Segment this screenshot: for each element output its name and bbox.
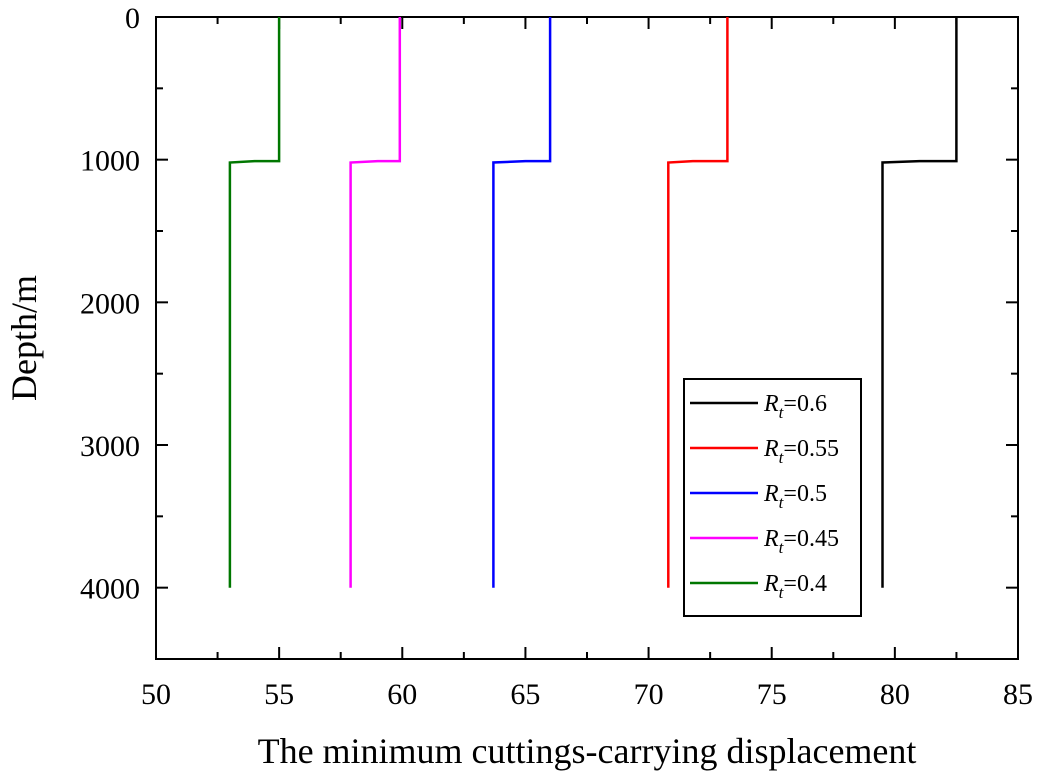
- x-tick-label: 65: [510, 678, 540, 711]
- x-axis-title: The minimum cuttings-carrying displaceme…: [258, 731, 917, 771]
- legend-label: Rt=0.6: [763, 391, 827, 422]
- series-lines: [228, 17, 958, 588]
- x-tick-label: 85: [1003, 678, 1033, 711]
- series-line-rt-0-45: [349, 17, 402, 588]
- series-line-rt-0-6: [881, 17, 958, 588]
- series-line-rt-0-4: [228, 17, 281, 588]
- x-tick-label: 60: [387, 678, 417, 711]
- legend-label: Rt=0.4: [763, 571, 827, 602]
- x-tick-labels: 50 55 60 65 70 75 80 85: [141, 678, 1033, 711]
- y-tick-labels: 0 1000 2000 3000 4000: [80, 2, 140, 606]
- y-axis-title: Depth/m: [4, 275, 44, 401]
- y-tick-label: 0: [125, 2, 140, 35]
- legend-box: [683, 378, 862, 617]
- plot-frame: [155, 16, 1019, 660]
- y-tick-label: 1000: [80, 145, 140, 178]
- x-tick-label: 80: [880, 678, 910, 711]
- legend: Rt=0.6 Rt=0.55 Rt=0.5 Rt=0.45 Rt=0.4: [683, 378, 862, 617]
- y-tick-label: 4000: [80, 573, 140, 606]
- legend-label: Rt=0.55: [763, 436, 839, 467]
- legend-label: Rt=0.5: [763, 481, 827, 512]
- x-tick-label: 55: [264, 678, 294, 711]
- x-tick-label: 70: [634, 678, 664, 711]
- legend-label: Rt=0.45: [763, 526, 839, 557]
- y-tick-label: 2000: [80, 287, 140, 320]
- x-tick-label: 75: [757, 678, 787, 711]
- series-line-rt-0-55: [667, 17, 729, 588]
- axis-ticks: [155, 16, 1019, 659]
- series-line-rt-0-5: [492, 17, 552, 588]
- y-tick-label: 3000: [80, 430, 140, 463]
- x-tick-label: 50: [141, 678, 171, 711]
